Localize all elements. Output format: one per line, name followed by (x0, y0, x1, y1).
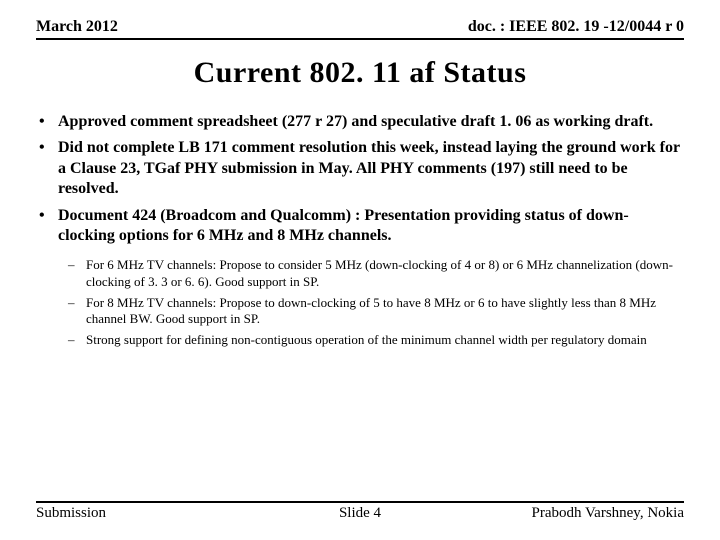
header-doc-id: doc. : IEEE 802. 19 -12/0044 r 0 (468, 18, 684, 36)
footer-author: Prabodh Varshney, Nokia (532, 505, 684, 522)
bullet-item: Document 424 (Broadcom and Qualcomm) : P… (36, 206, 684, 349)
bullet-text: Document 424 (Broadcom and Qualcomm) : P… (58, 207, 629, 244)
header-date: March 2012 (36, 18, 118, 36)
bullet-text: Approved comment spreadsheet (277 r 27) … (58, 113, 653, 130)
slide-title: Current 802. 11 af Status (0, 56, 720, 90)
footer-left: Submission (36, 505, 106, 522)
slide-header: March 2012 doc. : IEEE 802. 19 -12/0044 … (0, 0, 720, 36)
sub-bullet-list: For 6 MHz TV channels: Propose to consid… (58, 257, 684, 349)
slide-body: Approved comment spreadsheet (277 r 27) … (0, 90, 720, 349)
bullet-list: Approved comment spreadsheet (277 r 27) … (36, 112, 684, 349)
footer-rule (36, 501, 684, 503)
bullet-text: Did not complete LB 171 comment resoluti… (58, 139, 680, 197)
slide-footer: Submission Slide 4 Prabodh Varshney, Nok… (36, 501, 684, 522)
sub-bullet-item: Strong support for defining non-contiguo… (58, 332, 684, 349)
sub-bullet-item: For 8 MHz TV channels: Propose to down-c… (58, 295, 684, 329)
bullet-item: Approved comment spreadsheet (277 r 27) … (36, 112, 684, 132)
bullet-item: Did not complete LB 171 comment resoluti… (36, 138, 684, 199)
sub-bullet-item: For 6 MHz TV channels: Propose to consid… (58, 257, 684, 291)
header-rule (36, 38, 684, 40)
